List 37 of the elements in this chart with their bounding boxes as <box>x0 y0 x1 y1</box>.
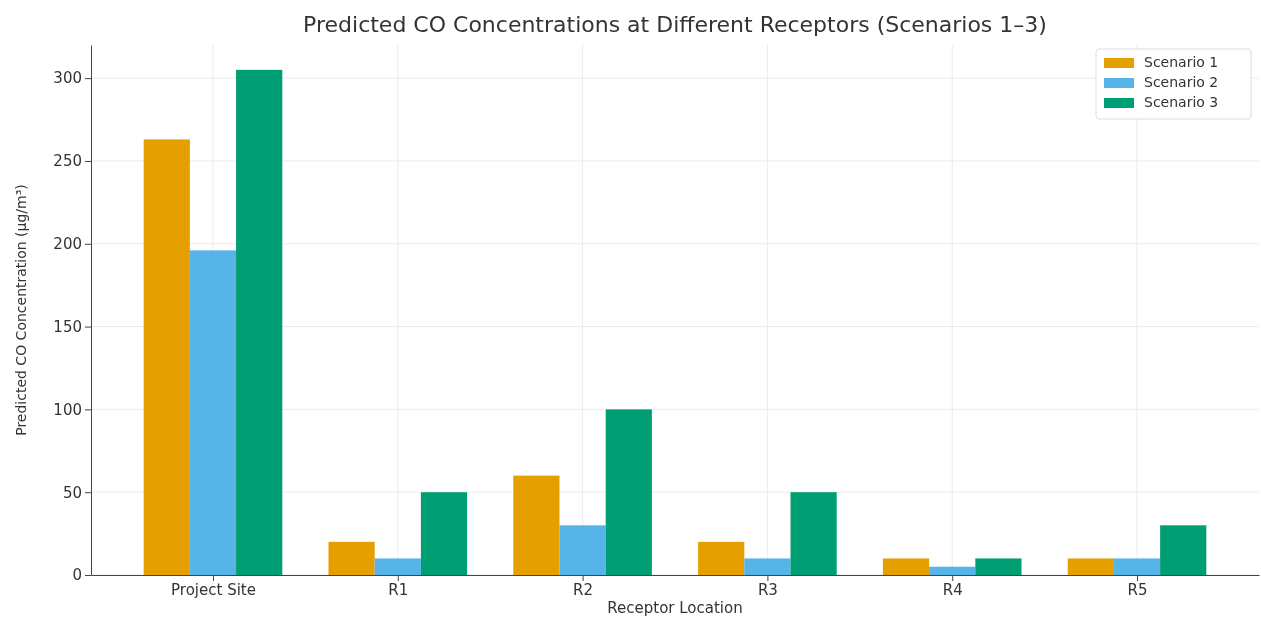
y-tick-label: 100 <box>53 400 82 419</box>
bar <box>975 558 1022 575</box>
y-tick-label: 200 <box>53 235 82 254</box>
y-tick-label: 250 <box>53 152 82 171</box>
bar <box>1113 558 1161 575</box>
y-tick-label: 0 <box>72 566 82 585</box>
bar <box>744 558 791 575</box>
x-tick-label: R2 <box>573 580 594 599</box>
x-axis-title: Receptor Location <box>607 599 743 617</box>
bar <box>328 541 375 575</box>
bar <box>1160 525 1207 575</box>
x-tick-label: R5 <box>1127 580 1148 599</box>
x-tick-label: R4 <box>942 580 963 599</box>
chart-title: Predicted CO Concentrations at Different Receptors (Scenarios 1–3) <box>303 12 1047 37</box>
y-tick-label: 50 <box>62 483 82 502</box>
bar <box>420 492 468 575</box>
y-tick-label: 300 <box>53 69 82 88</box>
bar <box>790 492 837 575</box>
bar <box>1067 558 1114 575</box>
bar <box>605 409 652 575</box>
bar <box>882 558 930 575</box>
bar <box>189 250 237 575</box>
bar <box>559 525 606 575</box>
bar <box>236 69 283 575</box>
y-tick-label: 150 <box>53 317 82 336</box>
bar <box>513 475 560 575</box>
x-tick-label: R1 <box>388 580 409 599</box>
legend-label: Scenario 2 <box>1144 74 1219 90</box>
bar <box>374 558 421 575</box>
bar <box>143 139 190 575</box>
legend-label: Scenario 3 <box>1144 94 1219 110</box>
x-tick-label: R3 <box>757 580 778 599</box>
bar <box>698 541 745 575</box>
x-tick-label: Project Site <box>171 580 256 599</box>
bar <box>929 566 976 575</box>
y-axis-title: Predicted CO Concentration (μg/m³) <box>13 184 29 436</box>
legend-label: Scenario 1 <box>1144 54 1219 70</box>
